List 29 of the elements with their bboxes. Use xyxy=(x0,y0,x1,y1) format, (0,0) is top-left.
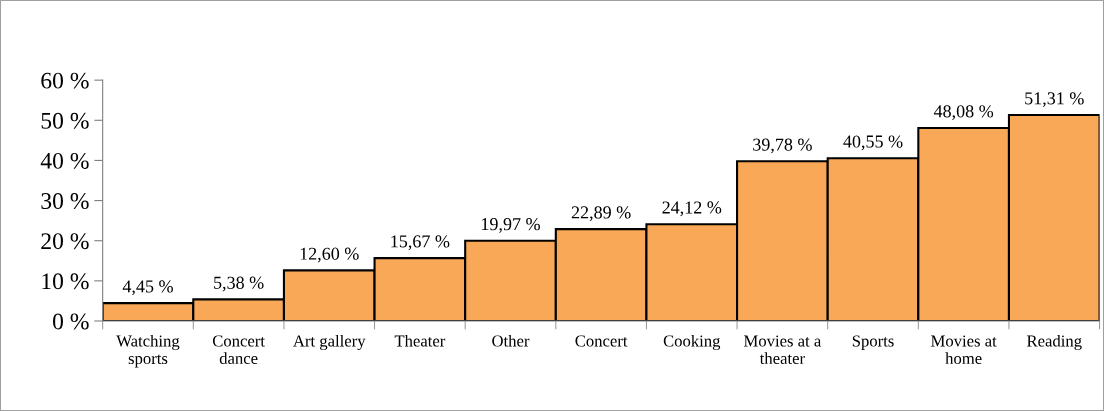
data-label: 12,60 % xyxy=(300,247,359,263)
data-label: 4,45 % xyxy=(122,280,173,296)
data-label: 51,31 % xyxy=(1025,92,1084,108)
x-tick-label: Art gallery xyxy=(293,334,366,351)
data-label: 48,08 % xyxy=(933,105,994,120)
x-tick-label: Movies at a theater xyxy=(743,335,822,365)
x-tick-label: Concert xyxy=(575,335,628,347)
x-tick-label: Other xyxy=(492,334,530,347)
y-tick-label: 40 % xyxy=(40,152,89,169)
y-tick-label: 20 % xyxy=(41,233,89,250)
data-label: 40,55 % xyxy=(843,135,903,151)
y-tick-label: 0 % xyxy=(53,313,89,330)
data-label: 39,78 % xyxy=(753,138,812,154)
data-label: 22,89 % xyxy=(571,206,631,222)
y-tick-label: 30 % xyxy=(41,193,89,210)
y-tick-label: 50 % xyxy=(41,112,89,129)
data-label: 15,67 % xyxy=(391,235,450,251)
data-label: 5,38 % xyxy=(214,276,264,292)
x-tick-label: Concert dance xyxy=(212,335,265,365)
x-tick-label: Movies at home xyxy=(931,335,997,365)
x-tick-label: Theater xyxy=(394,334,446,347)
x-tick-label: Cooking xyxy=(663,334,721,351)
x-tick-label: Reading xyxy=(1026,334,1082,351)
data-label: 24,12 % xyxy=(662,201,722,217)
x-tick-label: Sports xyxy=(852,335,894,350)
data-label: 19,97 % xyxy=(482,218,540,233)
x-tick-label: Watching sports xyxy=(116,334,180,368)
y-tick-label: 10 % xyxy=(42,273,89,290)
y-tick-label: 60 % xyxy=(41,72,89,89)
